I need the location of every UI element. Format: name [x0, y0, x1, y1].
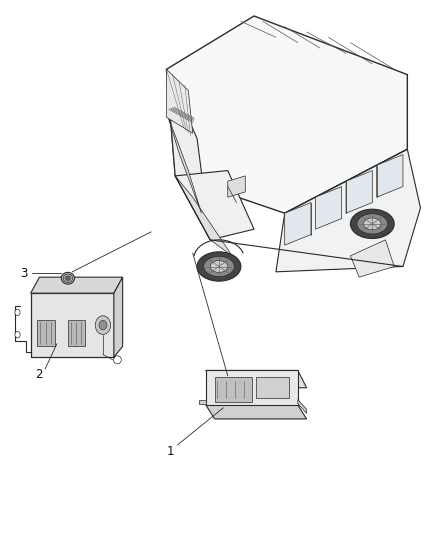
Ellipse shape: [210, 261, 228, 272]
Ellipse shape: [15, 309, 20, 316]
Polygon shape: [166, 16, 407, 213]
Polygon shape: [215, 377, 252, 402]
Ellipse shape: [95, 316, 111, 335]
Polygon shape: [315, 187, 342, 229]
Text: 1: 1: [167, 446, 175, 458]
Polygon shape: [257, 377, 289, 398]
Polygon shape: [166, 69, 210, 240]
Ellipse shape: [350, 209, 394, 239]
Ellipse shape: [66, 276, 70, 280]
Ellipse shape: [357, 214, 388, 234]
Polygon shape: [228, 176, 245, 197]
Polygon shape: [285, 203, 311, 245]
Polygon shape: [298, 400, 307, 414]
Polygon shape: [175, 171, 254, 240]
Polygon shape: [166, 112, 201, 213]
Polygon shape: [206, 405, 307, 419]
Polygon shape: [377, 155, 403, 197]
Ellipse shape: [63, 274, 73, 282]
Polygon shape: [206, 370, 307, 388]
Ellipse shape: [99, 320, 107, 330]
Polygon shape: [68, 320, 85, 346]
Ellipse shape: [15, 332, 20, 338]
Polygon shape: [37, 320, 55, 346]
Polygon shape: [31, 277, 123, 293]
Polygon shape: [350, 240, 394, 277]
Text: 2: 2: [35, 368, 42, 381]
Polygon shape: [346, 171, 372, 213]
Polygon shape: [276, 149, 420, 272]
Ellipse shape: [364, 218, 381, 230]
Polygon shape: [206, 370, 298, 405]
Ellipse shape: [61, 272, 74, 284]
Polygon shape: [166, 69, 193, 133]
Polygon shape: [31, 293, 114, 357]
Polygon shape: [175, 176, 232, 256]
Polygon shape: [114, 277, 123, 357]
Text: 3: 3: [21, 267, 28, 280]
Ellipse shape: [197, 252, 241, 281]
Polygon shape: [199, 400, 206, 403]
Ellipse shape: [204, 256, 234, 277]
